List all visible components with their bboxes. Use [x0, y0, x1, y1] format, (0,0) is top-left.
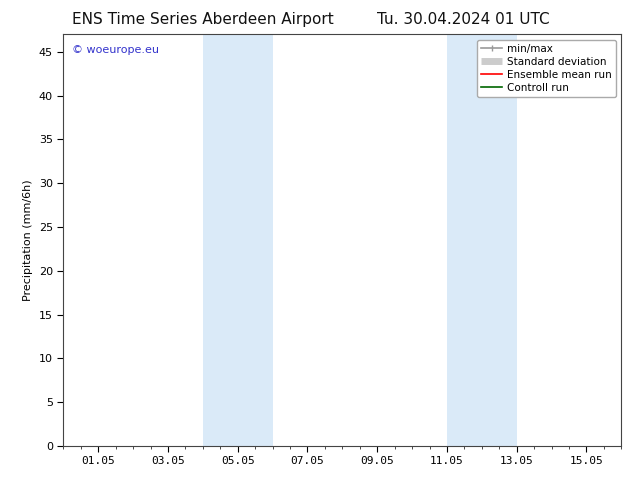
- Text: © woeurope.eu: © woeurope.eu: [72, 45, 158, 54]
- Text: Tu. 30.04.2024 01 UTC: Tu. 30.04.2024 01 UTC: [377, 12, 549, 27]
- Bar: [447, 34, 517, 446]
- Text: ENS Time Series Aberdeen Airport: ENS Time Series Aberdeen Airport: [72, 12, 333, 27]
- Y-axis label: Precipitation (mm/6h): Precipitation (mm/6h): [23, 179, 34, 301]
- Bar: [203, 34, 273, 446]
- Legend: min/max, Standard deviation, Ensemble mean run, Controll run: min/max, Standard deviation, Ensemble me…: [477, 40, 616, 97]
